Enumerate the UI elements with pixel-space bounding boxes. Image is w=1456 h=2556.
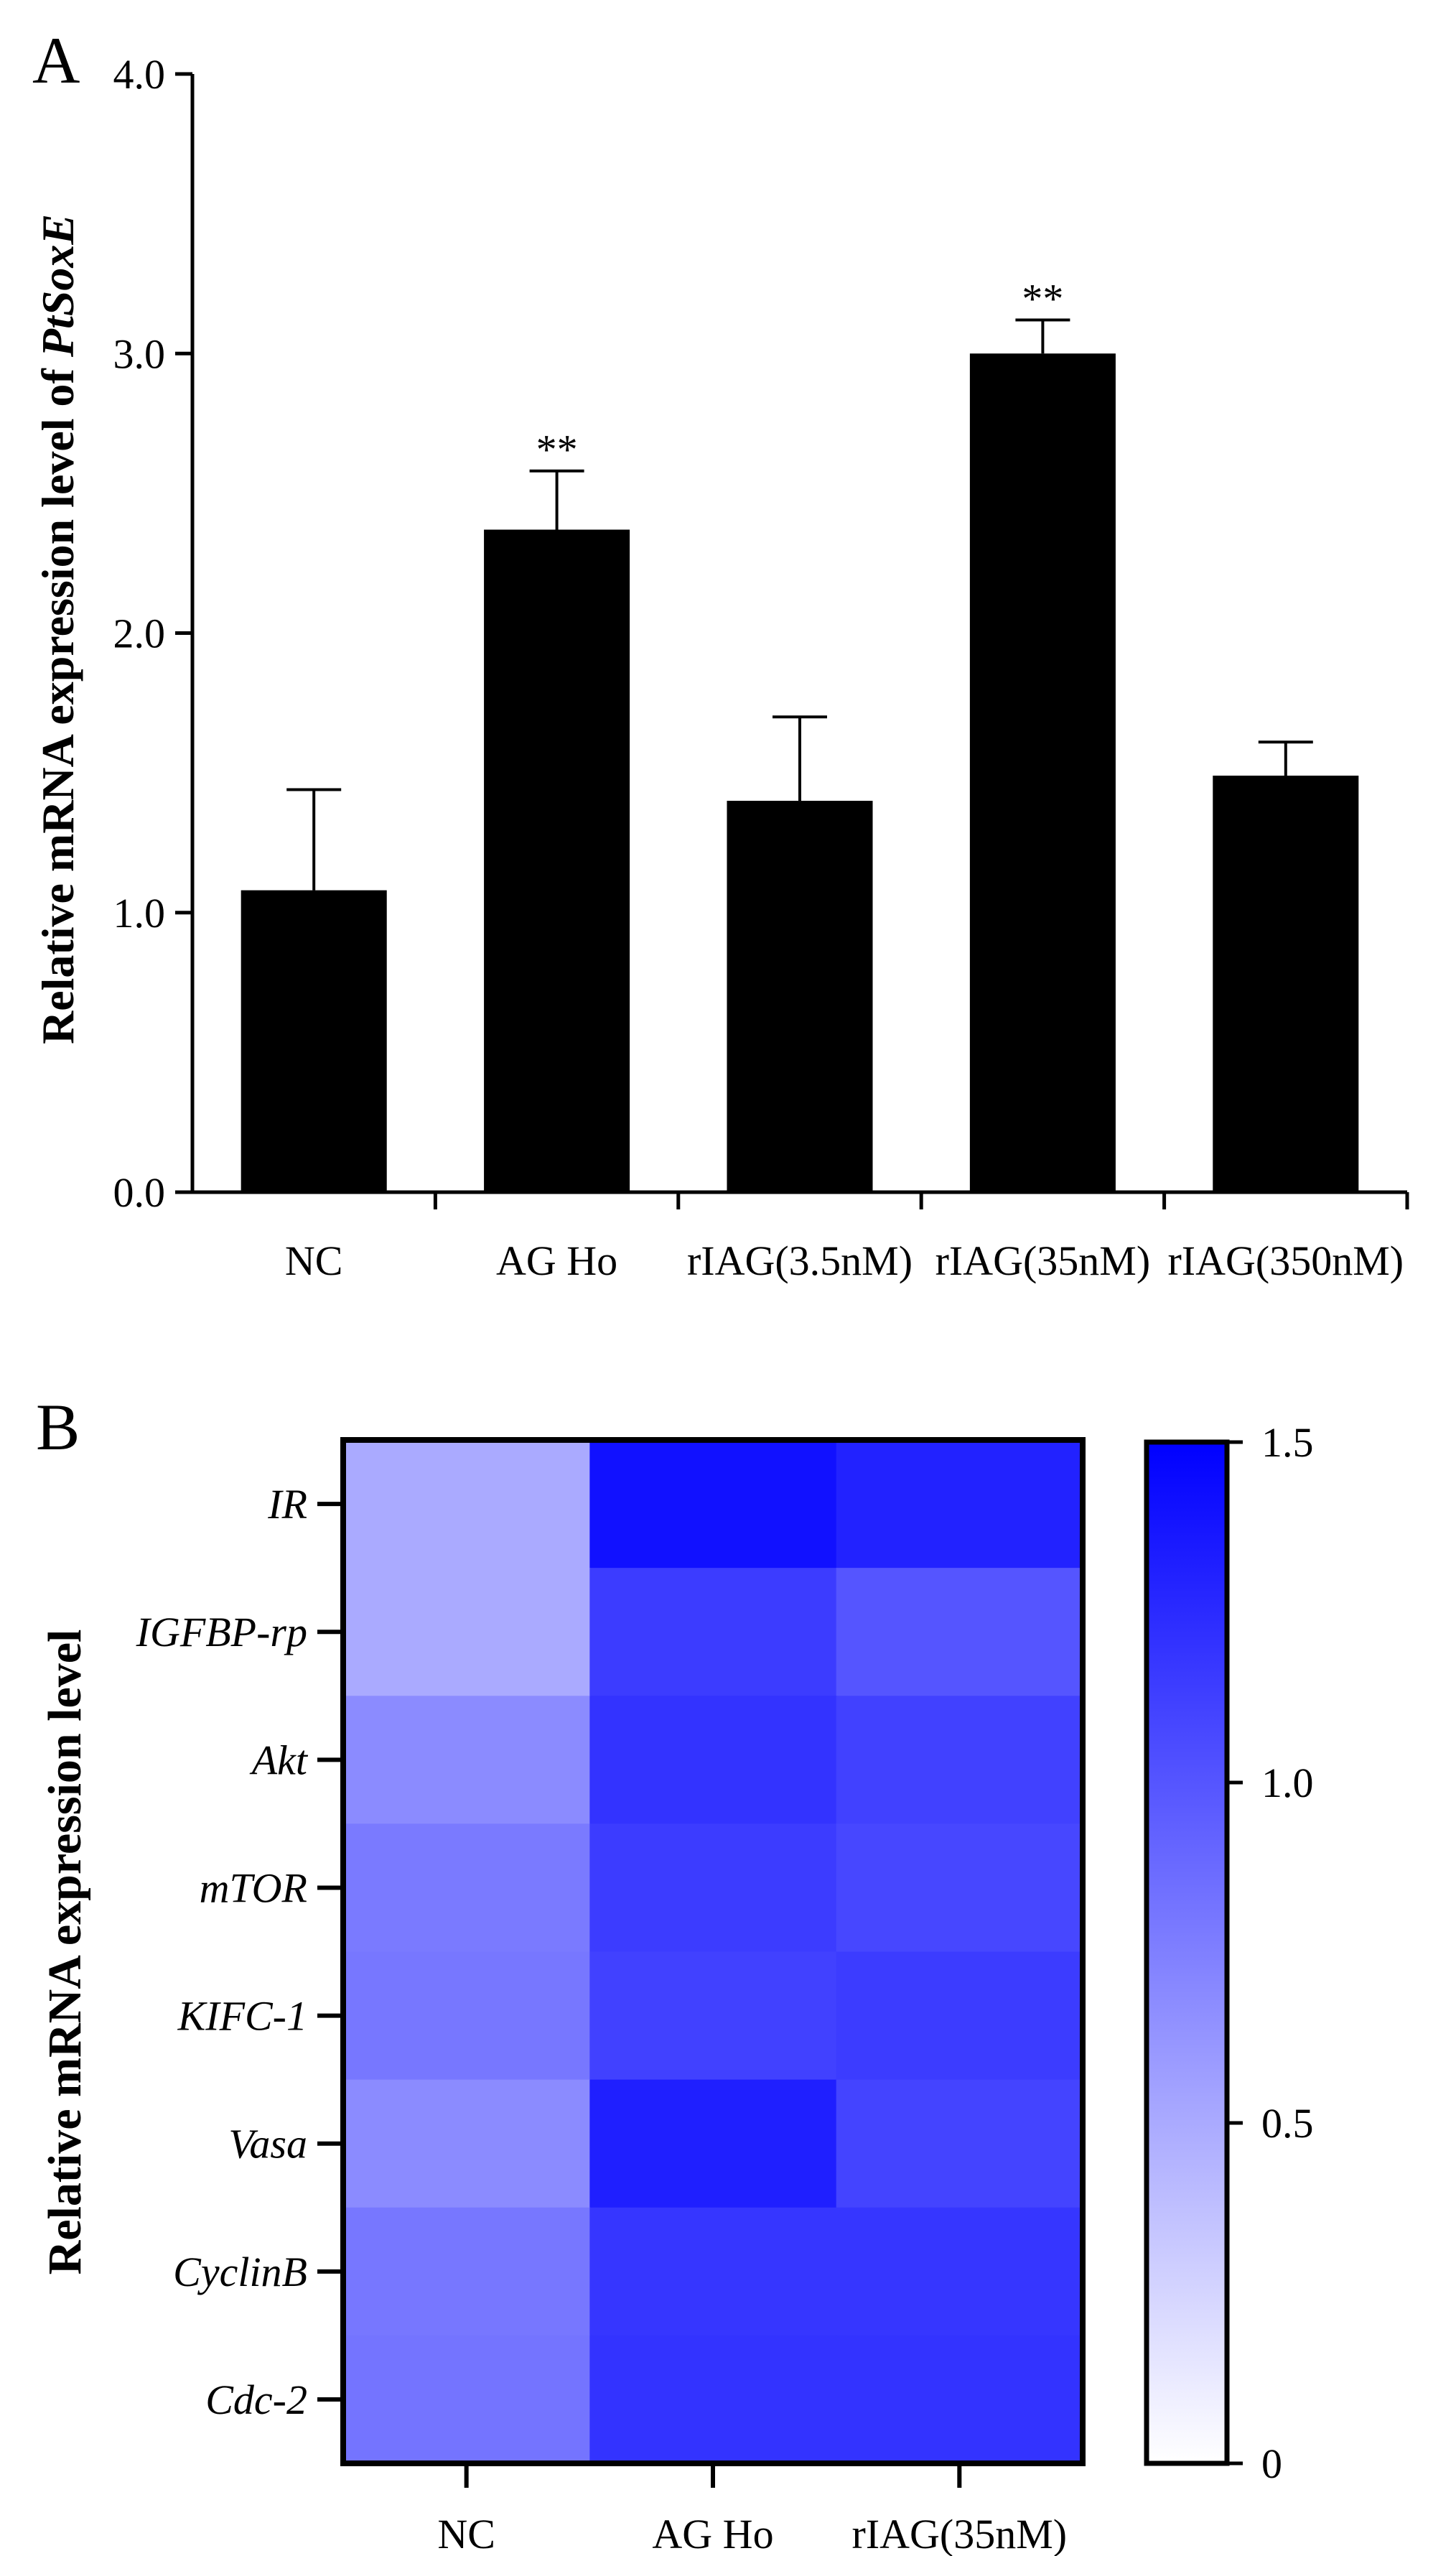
panel-b-column-labels: NC AG Ho rIAG(35nM) <box>437 2463 1067 2556</box>
panel-b-heatmap-cell <box>836 2207 1083 2336</box>
panel-b-heatmap-cell <box>343 1823 591 1953</box>
panel-a-letter: A <box>32 24 80 97</box>
panel-a-x-tick-label: rIAG(350nM) <box>1167 1237 1404 1284</box>
panel-a-y-tick-label: 0.0 <box>113 1169 166 1216</box>
panel-b-heatmap-cell <box>343 1440 591 1569</box>
panel-b-column-label: NC <box>437 2511 495 2556</box>
panel-b-heatmap-cell <box>343 1568 591 1697</box>
panel-b-heatmap-cell <box>589 1823 837 1953</box>
panel-b-heatmap-cell <box>343 1696 591 1825</box>
panel-b-row-label: IGFBP-rp <box>136 1609 307 1655</box>
panel-a-x-tick-label: AG Ho <box>496 1237 617 1284</box>
panel-b-letter: B <box>36 1390 80 1464</box>
panel-a-y-tick-label: 2.0 <box>113 610 166 657</box>
panel-b-heatmap-cell <box>836 1823 1083 1953</box>
panel-a-x-tick-label: rIAG(3.5nM) <box>687 1237 913 1284</box>
panel-b-row-label: CyclinB <box>173 2249 307 2295</box>
panel-a-significance-marker: ** <box>536 427 578 473</box>
panel-b-heatmap-cells <box>343 1440 1083 2464</box>
panel-b-heatmap-cell <box>589 2335 837 2464</box>
panel-b-colorbar-tick-label: 1.0 <box>1261 1760 1314 1806</box>
panel-b-heatmap-cell <box>343 2207 591 2336</box>
panel-b-colorbar-tick-label: 0.5 <box>1261 2100 1314 2147</box>
panel-b-row-label: mTOR <box>200 1864 307 1911</box>
panel-b-row-label: Cdc-2 <box>205 2376 307 2423</box>
panel-a-y-tick-label: 3.0 <box>113 330 166 377</box>
panel-a-bar <box>484 529 630 1192</box>
panel-a-bar <box>969 353 1116 1192</box>
panel-a-y-axis-label-gene: PtSoxE <box>32 214 83 358</box>
panel-b-heatmap-cell <box>589 1440 837 1569</box>
panel-a-bar <box>727 801 873 1192</box>
panel-a-x-tick-label: rIAG(35nM) <box>935 1237 1151 1284</box>
panel-a-y-axis-label: Relative mRNA expression level of PtSoxE <box>32 214 83 1044</box>
panel-b-column-label: AG Ho <box>652 2511 773 2556</box>
panel-b-row-label: Akt <box>249 1737 309 1783</box>
panel-b-column-label: rIAG(35nM) <box>852 2511 1068 2556</box>
panel-a-y-axis-label-prefix: Relative mRNA expression level of <box>32 357 83 1044</box>
panel-b-colorbar-tick-label: 1.5 <box>1261 1419 1314 1466</box>
panel-b-heatmap-cell <box>589 2079 837 2208</box>
panel-b-heatmap-cell <box>343 2335 591 2464</box>
panel-b-heatmap: B IR IGFBP-rp Akt mTOR KIFC-1 Vasa CyclinB Cdc-… <box>36 1390 1314 2556</box>
panel-b-heatmap-cell <box>589 1951 837 2081</box>
panel-b-row-labels: IR IGFBP-rp Akt mTOR KIFC-1 Vasa CyclinB Cdc-2 <box>136 1481 343 2423</box>
panel-a-significance-marker: ** <box>1022 276 1063 322</box>
panel-a-y-ticks: 0.0 1.0 2.0 3.0 4.0 <box>113 51 192 1216</box>
panel-a-bar <box>1213 776 1359 1192</box>
panel-a-y-tick-label: 4.0 <box>113 51 166 98</box>
panel-a-bars: ** ** <box>241 276 1359 1192</box>
panel-a-bar <box>241 890 387 1192</box>
panel-b-heatmap-cell <box>836 2079 1083 2208</box>
panel-b-heatmap-cell <box>589 2207 837 2336</box>
panel-a-bar-chart: A 0.0 1.0 2.0 3.0 4.0 NC AG Ho rIAG(3.5nM) rIAG… <box>32 24 1409 1284</box>
panel-b-colorbar <box>1144 1439 1230 2466</box>
panel-b-heatmap-cell <box>836 1951 1083 2081</box>
panel-b-y-axis-label: Relative mRNA expression level <box>39 1630 91 2275</box>
panel-b-row-label: Vasa <box>228 2121 307 2167</box>
panel-a-x-ticks: NC AG Ho rIAG(3.5nM) rIAG(35nM) rIAG(350nM) <box>285 1192 1409 1284</box>
panel-b-heatmap-cell <box>836 2335 1083 2464</box>
panel-b-heatmap-cell <box>589 1696 837 1825</box>
panel-b-heatmap-cell <box>836 1440 1083 1569</box>
panel-b-heatmap-cell <box>343 2079 591 2208</box>
panel-b-heatmap-cell <box>836 1568 1083 1697</box>
panel-b-colorbar-tick-label: 0 <box>1261 2440 1282 2487</box>
panel-b-heatmap-cell <box>589 1568 837 1697</box>
panel-b-row-label: IR <box>267 1481 307 1528</box>
panel-b-heatmap-cell <box>836 1696 1083 1825</box>
panel-b-heatmap-cell <box>343 1951 591 2081</box>
panel-a-y-tick-label: 1.0 <box>113 890 166 937</box>
panel-b-colorbar-ticks: 0 0.5 1.0 1.5 <box>1227 1419 1314 2487</box>
panel-a-x-tick-label: NC <box>285 1237 343 1284</box>
panel-b-row-label: KIFC-1 <box>177 1993 307 2040</box>
